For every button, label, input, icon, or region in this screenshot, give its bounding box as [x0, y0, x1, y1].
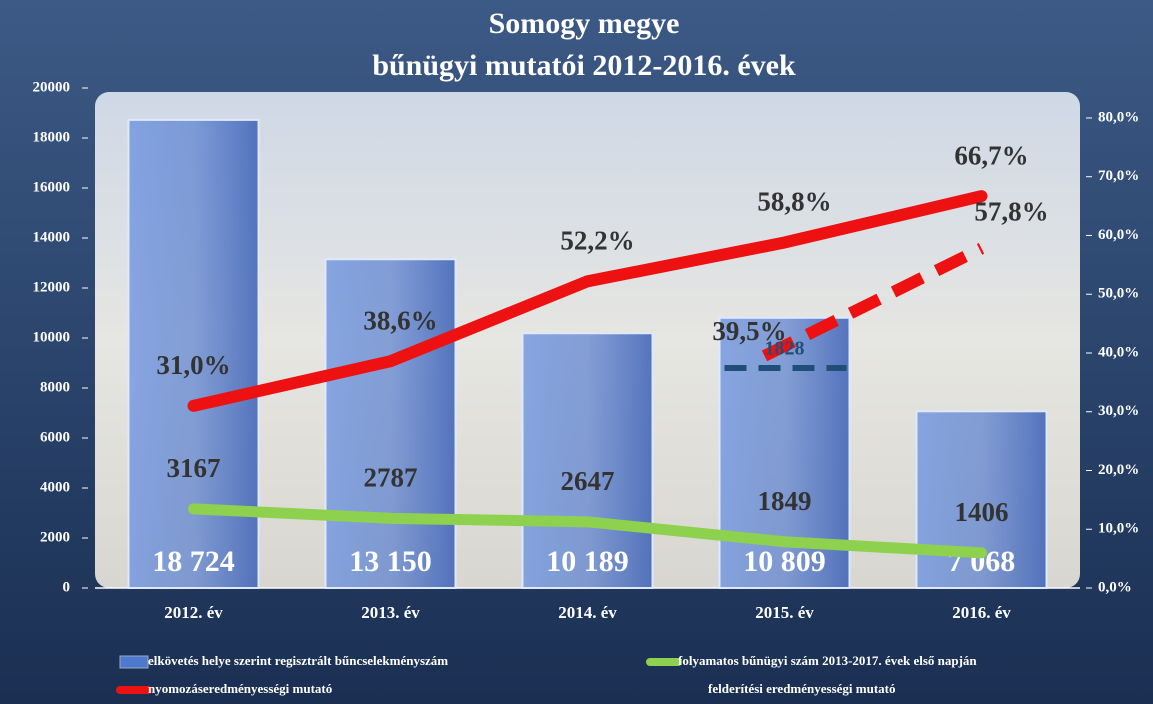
y-tick-label: 14000	[33, 229, 71, 245]
bar-value-label: 18 724	[152, 545, 235, 578]
y2-tick-label: 30,0%	[1098, 403, 1139, 419]
chart-title: bűnügyi mutatói 2012-2016. évek	[372, 49, 796, 82]
y-tick-label: 20000	[33, 79, 71, 95]
x-tick-label: 2014. év	[558, 603, 617, 622]
y2-tick-label: 50,0%	[1098, 286, 1139, 302]
bar-value-label: 10 189	[546, 545, 629, 578]
y2-tick-label: 40,0%	[1098, 344, 1139, 360]
legend-swatch	[119, 655, 149, 669]
y-tick-label: 10000	[33, 329, 71, 345]
data-label: 57,8%	[974, 197, 1048, 227]
y-tick-label: 2000	[40, 529, 70, 545]
x-tick-label: 2016. év	[952, 603, 1011, 622]
bar	[324, 258, 457, 589]
y-tick-label: 0	[63, 579, 71, 595]
y2-tick-label: 20,0%	[1098, 462, 1139, 478]
annotation: 1828	[765, 338, 805, 360]
bar-value-label: 13 150	[349, 545, 432, 578]
bar	[521, 332, 654, 589]
y2-tick-label: 0,0%	[1098, 579, 1132, 595]
data-label: 1849	[758, 486, 812, 516]
data-label: 66,7%	[954, 140, 1028, 170]
data-label: 39,5%	[712, 316, 786, 346]
y-tick-label: 6000	[40, 429, 70, 445]
data-label: 2647	[561, 466, 615, 496]
legend-label: folyamatos bűnügyi szám 2013-2017. évek …	[678, 653, 977, 668]
y-tick-label: 18000	[33, 129, 71, 145]
data-label: 31,0%	[156, 350, 230, 380]
bar	[915, 410, 1048, 589]
data-label: 52,2%	[560, 226, 634, 256]
data-label: 1406	[955, 497, 1009, 527]
y-tick-label: 4000	[40, 479, 70, 495]
legend-label: nyomozáseredményességi mutató	[148, 681, 332, 696]
y2-tick-label: 70,0%	[1098, 168, 1139, 184]
y-tick-label: 8000	[40, 379, 70, 395]
y-tick-label: 16000	[33, 179, 71, 195]
legend-label: felderítési eredményességi mutató	[708, 681, 895, 696]
x-tick-label: 2012. év	[164, 603, 223, 622]
data-label: 38,6%	[363, 305, 437, 335]
x-tick-label: 2015. év	[755, 603, 814, 622]
bar-value-label: 10 809	[743, 545, 826, 578]
data-label: 58,8%	[757, 187, 831, 217]
y2-tick-label: 60,0%	[1098, 227, 1139, 243]
data-label: 2787	[364, 463, 418, 493]
line	[761, 243, 985, 362]
data-label: 3167	[167, 453, 221, 483]
y2-tick-label: 10,0%	[1098, 521, 1139, 537]
x-tick-label: 2013. év	[361, 603, 420, 622]
line	[188, 503, 987, 559]
y-tick-label: 12000	[33, 279, 71, 295]
chart-title: Somogy megye	[489, 7, 680, 40]
y2-tick-label: 80,0%	[1098, 109, 1139, 125]
legend-label: elkövetés helye szerint regisztrált bűnc…	[148, 653, 448, 668]
line	[187, 190, 988, 412]
